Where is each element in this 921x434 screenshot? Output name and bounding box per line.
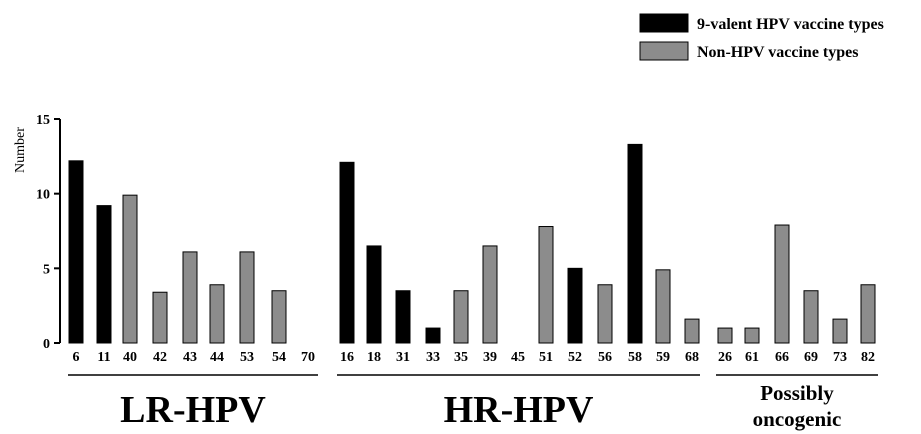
- bar-68: [684, 318, 700, 344]
- legend-swatch: [639, 41, 689, 61]
- x-tick-label: 51: [539, 350, 553, 365]
- bar-31: [395, 290, 411, 344]
- legend-label: Non-HPV vaccine types: [697, 44, 858, 61]
- x-tick-label: 26: [718, 350, 732, 365]
- x-tick-label: 61: [745, 350, 759, 365]
- bar-42: [152, 291, 168, 344]
- x-tick-label: 70: [301, 350, 315, 365]
- bar-16: [339, 161, 355, 344]
- x-tick-label: 6: [73, 350, 80, 365]
- legend-swatch: [639, 13, 689, 33]
- legend: 9-valent HPV vaccine types Non-HPV vaccin…: [639, 13, 884, 61]
- x-tick-labels: 6 11 40 42 43 44 53 54 70 16 18 31 33 35 39 45 51 52 56 58 5…: [73, 350, 876, 365]
- bar-40: [122, 194, 138, 344]
- bar-44: [209, 284, 225, 344]
- bar-61: [744, 327, 760, 344]
- bar-69: [803, 290, 819, 344]
- x-tick-label: 59: [656, 350, 670, 365]
- bar-58: [627, 143, 643, 344]
- bar-53: [239, 251, 255, 344]
- x-tick-label: 53: [240, 350, 254, 365]
- x-tick-label: 58: [628, 350, 642, 365]
- bar-6: [68, 160, 84, 344]
- bar-43: [182, 251, 198, 344]
- group-label: Possibly oncogenic: [753, 381, 842, 431]
- x-tick-label: 73: [833, 350, 847, 365]
- x-tick-label: 69: [804, 350, 818, 365]
- x-tick-label: 82: [861, 350, 875, 365]
- category-groups: LR-HPV HR-HPV Possibly oncogenic: [68, 374, 878, 431]
- x-tick-label: 40: [123, 350, 137, 365]
- y-tick-label: 5: [43, 262, 50, 277]
- x-tick-label: 35: [454, 350, 468, 365]
- bar-39: [482, 245, 498, 344]
- x-tick-label: 42: [153, 350, 167, 365]
- y-tick-label: 0: [43, 337, 50, 352]
- bar-56: [597, 284, 613, 344]
- bar-82: [860, 284, 876, 344]
- x-tick-label: 18: [367, 350, 381, 365]
- y-axis-label: Number: [13, 127, 28, 173]
- bars: [68, 143, 876, 344]
- x-tick-label: 43: [183, 350, 197, 365]
- bar-18: [366, 245, 382, 344]
- bar-52: [567, 267, 583, 344]
- bar-35: [453, 290, 469, 344]
- bar-26: [717, 327, 733, 344]
- bar-54: [271, 290, 287, 344]
- bar-73: [832, 318, 848, 344]
- bar-66: [774, 224, 790, 344]
- bar-11: [96, 205, 112, 344]
- x-tick-label: 52: [568, 350, 582, 365]
- x-tick-label: 68: [685, 350, 699, 365]
- x-tick-label: 45: [511, 350, 525, 365]
- x-tick-label: 16: [340, 350, 354, 365]
- x-tick-label: 56: [598, 350, 612, 365]
- bar-51: [538, 226, 554, 344]
- group-label: LR-HPV: [120, 389, 266, 431]
- legend-label: 9-valent HPV vaccine types: [697, 16, 884, 33]
- group-label: HR-HPV: [444, 389, 594, 431]
- bar-59: [655, 269, 671, 344]
- y-tick-label: 15: [36, 113, 50, 128]
- x-tick-label: 44: [210, 350, 224, 365]
- axes: 0 5 10 15: [36, 113, 61, 352]
- x-tick-label: 31: [396, 350, 410, 365]
- y-tick-label: 10: [36, 188, 50, 203]
- x-tick-label: 11: [97, 350, 110, 365]
- bar-33: [425, 327, 441, 344]
- x-tick-label: 66: [775, 350, 789, 365]
- x-tick-label: 33: [426, 350, 440, 365]
- x-tick-label: 39: [483, 350, 497, 365]
- x-tick-label: 54: [272, 350, 286, 365]
